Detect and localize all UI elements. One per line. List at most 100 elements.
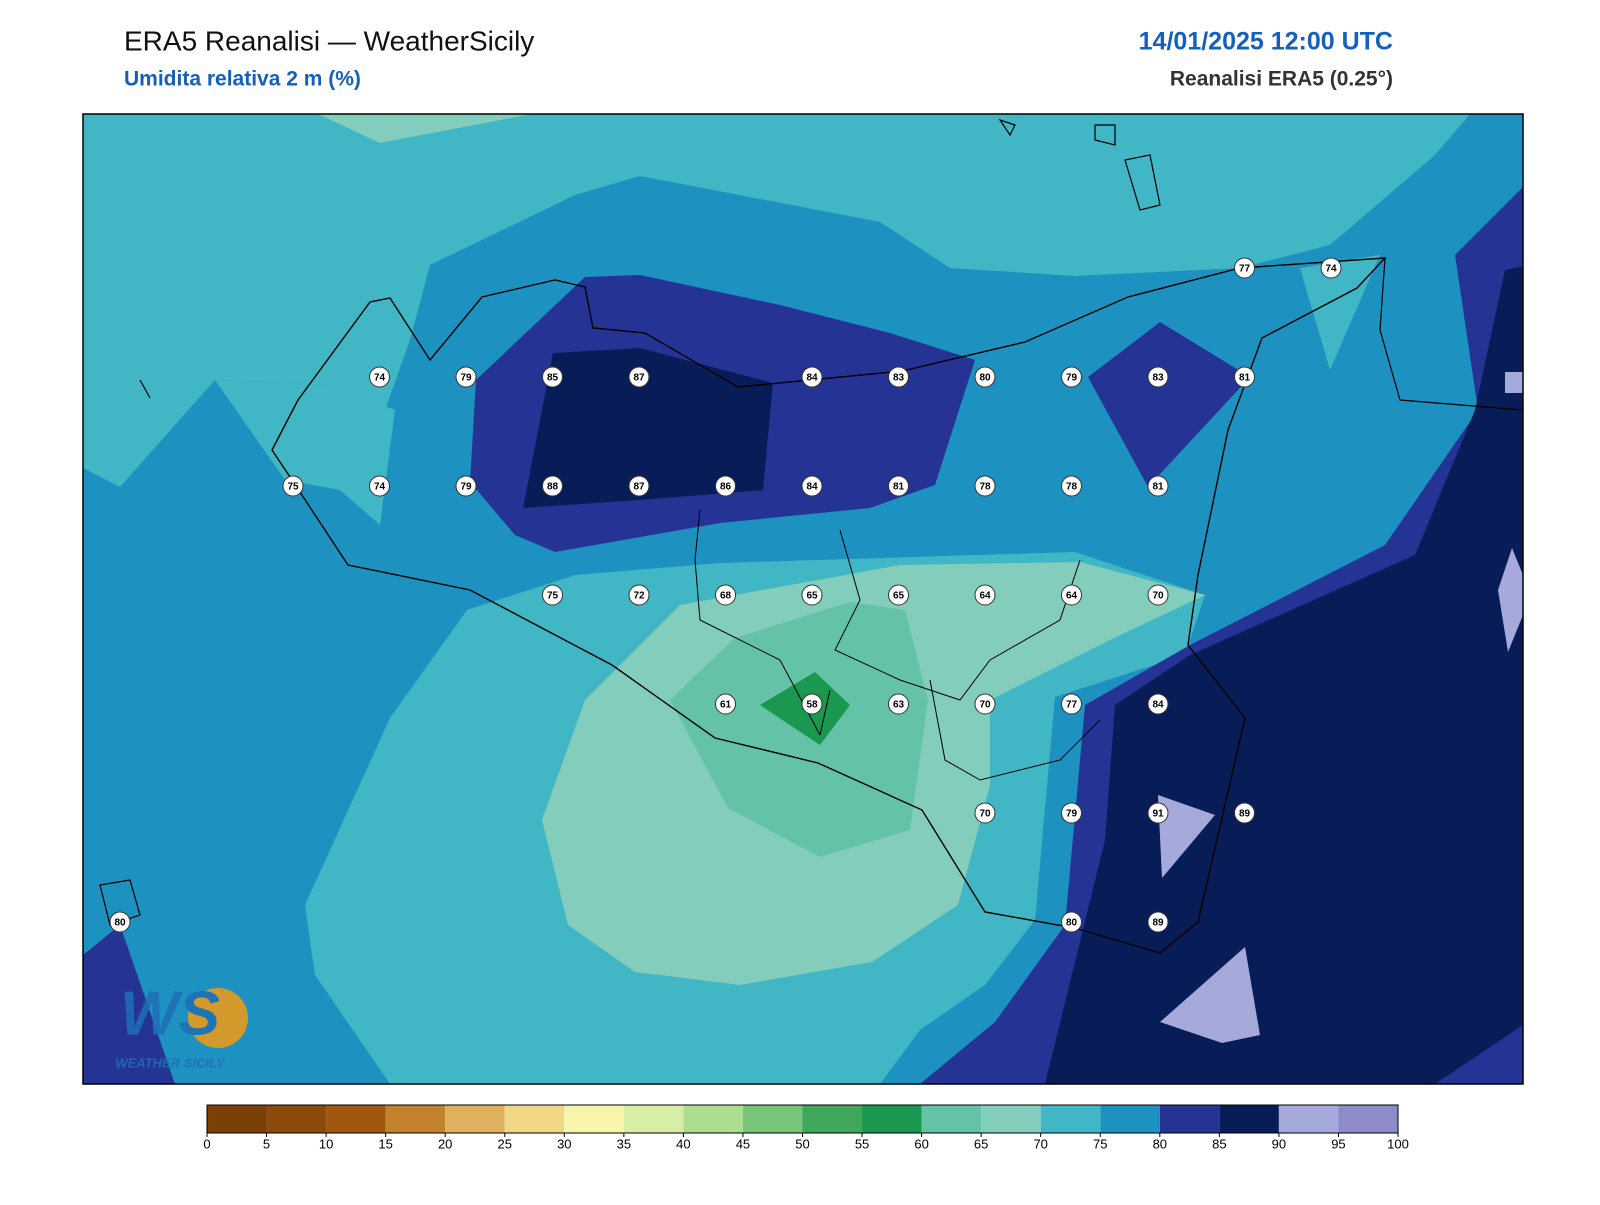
colorbar: 0 5 10 15 20 25 30 35 40 45 50 55 60 65 70 75 80 85 90 95 10…	[203, 1104, 1409, 1151]
station-value: 70	[979, 809, 991, 820]
station-value: 89	[1152, 918, 1164, 929]
station-marker	[455, 366, 477, 388]
band	[1158, 795, 1215, 878]
colorbar-tick-label: 95	[1331, 1136, 1345, 1151]
colorbar-tick-label: 25	[498, 1136, 512, 1151]
station-value: 84	[806, 373, 818, 384]
station-marker	[801, 366, 823, 388]
station-marker	[801, 584, 823, 606]
colorbar-segment	[266, 1105, 327, 1133]
colorbar-segment	[1040, 1105, 1101, 1133]
station-marker	[974, 584, 996, 606]
station-marker	[1234, 366, 1255, 388]
station-value: 81	[893, 482, 905, 493]
station-marker	[542, 366, 563, 388]
station-marker	[109, 911, 131, 933]
station-marker	[1147, 584, 1169, 606]
station-marker	[282, 475, 304, 497]
station-marker	[455, 475, 477, 497]
station-value: 70	[1152, 591, 1164, 602]
station-marker	[974, 802, 996, 824]
station-marker	[1147, 475, 1169, 497]
station-value: 70	[979, 700, 991, 711]
station-value: 91	[1152, 809, 1164, 820]
colorbar-tick-label: 20	[438, 1136, 452, 1151]
colorbar-segment	[207, 1105, 267, 1133]
colorbar-tick-label: 10	[319, 1136, 333, 1151]
station-value: 65	[806, 591, 818, 602]
station-value: 79	[460, 482, 472, 493]
station-value: 79	[1066, 809, 1078, 820]
coastline	[99, 118, 1523, 926]
map-frame	[82, 113, 1524, 1085]
colorbar-tick-label: 35	[617, 1136, 631, 1151]
logo: WS WEATHER SICILY	[115, 979, 248, 1070]
station-value: 84	[806, 482, 818, 493]
colorbar-tick-label: 45	[736, 1136, 750, 1151]
station-marker	[1061, 475, 1082, 497]
station-marker	[1147, 366, 1169, 388]
colorbar-tick-label: 100	[1387, 1136, 1409, 1151]
colorbar-segment	[1159, 1105, 1220, 1133]
station-marker	[1147, 802, 1169, 824]
station-marker	[1147, 693, 1169, 715]
station-marker	[801, 475, 823, 497]
station-value: 80	[1066, 918, 1078, 929]
coastline	[271, 257, 1387, 954]
colorbar-segment	[1338, 1105, 1398, 1133]
station-value: 64	[979, 591, 991, 602]
colorbar-tick-label: 40	[676, 1136, 690, 1151]
station-marker	[628, 366, 650, 388]
station-value: 79	[1066, 373, 1078, 384]
station-marker	[888, 366, 909, 388]
station-marker	[888, 475, 909, 497]
band	[83, 114, 1470, 487]
band	[1160, 947, 1260, 1043]
station-value: 80	[979, 373, 991, 384]
station-value: 58	[806, 700, 818, 711]
band	[1045, 266, 1523, 1084]
logo-text: WEATHER SICILY	[115, 1055, 226, 1070]
colorbar-segment	[921, 1105, 982, 1133]
station-marker	[1320, 257, 1342, 279]
station-marker	[628, 475, 650, 497]
colorbar-tick-label: 80	[1153, 1136, 1167, 1151]
station-marker	[974, 693, 996, 715]
station-value: 65	[893, 591, 905, 602]
station-marker	[1234, 802, 1255, 824]
station-marker	[1061, 802, 1082, 824]
station-value: 80	[114, 918, 126, 929]
colorbar-tick-label: 65	[974, 1136, 988, 1151]
station-value: 86	[720, 482, 732, 493]
station-marker	[1061, 911, 1082, 933]
station-value: 87	[633, 482, 645, 493]
station-value: 88	[547, 482, 559, 493]
province-border	[694, 509, 1101, 781]
station-marker	[974, 366, 996, 388]
colorbar-segment	[742, 1105, 803, 1133]
colorbar-tick-label: 90	[1272, 1136, 1286, 1151]
station-marker	[542, 475, 563, 497]
colorbar-segment	[445, 1105, 505, 1133]
colorbar-segment	[1100, 1105, 1160, 1133]
station-value: 68	[720, 591, 732, 602]
band	[215, 380, 395, 525]
colorbar-tick-label: 30	[557, 1136, 571, 1151]
colorbar-segment	[683, 1105, 743, 1133]
logo-mark: WS	[120, 979, 220, 1048]
colorbar-tick-label: 0	[203, 1136, 210, 1151]
station-value: 78	[979, 482, 991, 493]
station-marker	[1234, 257, 1255, 279]
station-value: 75	[287, 482, 299, 493]
datetime: 14/01/2025 12:00 UTC	[1139, 28, 1393, 56]
colorbar-segment	[504, 1105, 565, 1133]
station-marker	[715, 584, 736, 606]
colorbar-segment	[862, 1105, 922, 1133]
station-marker	[369, 475, 390, 497]
colorbar-segment	[802, 1105, 863, 1133]
colorbar-tick-label: 75	[1093, 1136, 1107, 1151]
band	[1088, 322, 1250, 487]
colorbar-segment	[326, 1105, 386, 1133]
map	[83, 114, 1523, 1084]
band	[1300, 255, 1380, 370]
